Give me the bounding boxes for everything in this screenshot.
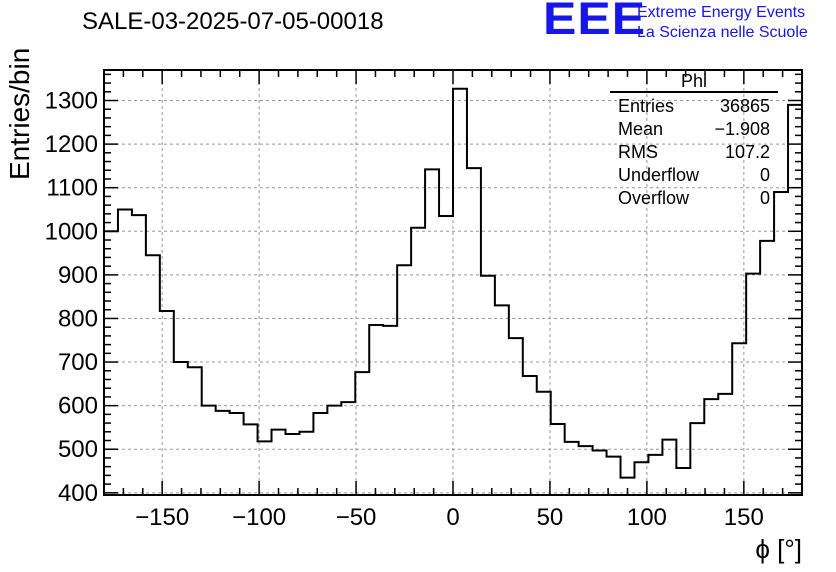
x-axis-label: ϕ [°] <box>755 534 802 564</box>
x-tick-label: −150 <box>135 504 189 531</box>
tick-labels: −150 −100 −50 0 50 100 150 400 500 600 700 800 900 10… <box>45 88 764 531</box>
plot-frame <box>103 69 803 496</box>
y-tick-label: 1200 <box>45 131 98 158</box>
stats-row-underflow: Underflow 0 <box>610 164 778 187</box>
stats-row-entries: Entries 36865 <box>610 95 778 118</box>
x-tick-label: 100 <box>627 504 667 531</box>
histogram-series <box>104 87 802 479</box>
logo-line-1: Extreme Energy Events <box>637 4 806 21</box>
y-tick-label: 600 <box>58 393 98 420</box>
stats-row-mean: Mean −1.908 <box>610 118 778 141</box>
y-tick-label: 700 <box>58 349 98 376</box>
y-tick-label: 1000 <box>45 218 98 245</box>
stats-row-rms: RMS 107.2 <box>610 141 778 164</box>
stats-box: Phi Entries 36865 Mean −1.908 RMS 107.2 … <box>610 72 778 210</box>
stats-label: Overflow <box>618 188 690 208</box>
eee-logo: EEE <box>543 0 647 44</box>
x-tick-label: −50 <box>336 504 377 531</box>
stats-value: 36865 <box>719 96 770 116</box>
stats-value: 107.2 <box>724 142 770 162</box>
y-tick-label: 1100 <box>46 175 98 202</box>
stats-row-overflow: Overflow 0 <box>610 187 778 210</box>
stats-value: 0 <box>759 188 770 208</box>
stats-label: Entries <box>618 96 675 116</box>
x-tick-label: 150 <box>724 504 764 531</box>
y-tick-label: 400 <box>58 480 98 507</box>
chart-title: SALE-03-2025-07-05-00018 <box>82 8 384 35</box>
stats-label: Mean <box>618 119 664 139</box>
x-tick-label: 0 <box>446 504 459 531</box>
y-tick-label: 800 <box>58 305 98 332</box>
x-tick-label: 50 <box>537 504 564 531</box>
stats-value: −1.908 <box>714 119 770 139</box>
logo-line-2: La Scienza nelle Scuole <box>637 24 808 41</box>
y-tick-label: 1300 <box>45 88 98 115</box>
stats-value: 0 <box>759 165 770 185</box>
stats-label: RMS <box>618 142 658 162</box>
y-tick-label: 900 <box>58 262 98 289</box>
stats-label: Underflow <box>618 165 700 185</box>
x-tick-label: −100 <box>232 504 286 531</box>
y-axis-label: Entries/bin <box>4 47 35 180</box>
stats-histogram-name: Phi <box>610 72 778 93</box>
y-tick-label: 500 <box>58 436 98 463</box>
